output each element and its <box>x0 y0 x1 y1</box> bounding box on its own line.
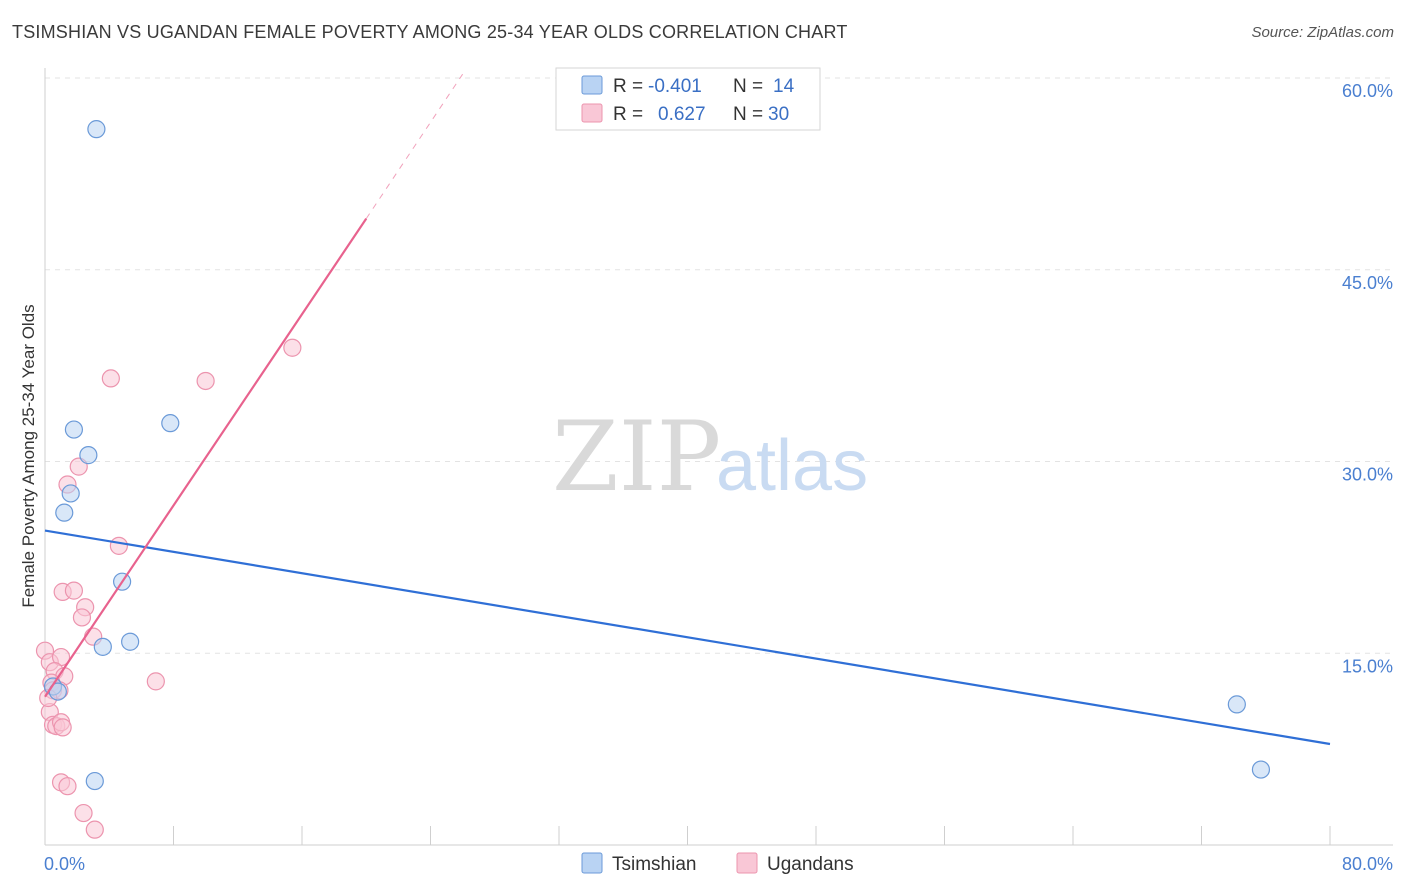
legend-swatch-ugandans <box>581 103 603 123</box>
ugandans-point <box>64 581 84 600</box>
y-tick-label: 60.0% <box>1342 81 1393 101</box>
ugandans-trend-extension <box>365 73 464 219</box>
x-axis-ticks <box>173 826 1331 845</box>
ugandans-point <box>53 718 72 737</box>
legend-r-label-2: R = <box>613 104 643 125</box>
tsimshian-point <box>85 771 104 791</box>
tsimshian-point <box>79 446 98 465</box>
tsimshian-point <box>1251 760 1271 779</box>
y-tick-label: 45.0% <box>1342 273 1393 293</box>
series-legend-label-tsimshian: Tsimshian <box>612 854 696 875</box>
ugandans-points <box>35 338 302 839</box>
tsimshian-point <box>93 637 112 656</box>
tsimshian-point <box>161 414 180 433</box>
source-credit: Source: ZipAtlas.com <box>1251 24 1394 41</box>
stats-legend: R = -0.401 N = 14 R = 0.627 N = 30 <box>555 67 821 131</box>
watermark-zip: ZIP <box>552 401 721 513</box>
legend-n-value-2: 30 <box>768 104 789 125</box>
tsimshian-point <box>121 632 140 651</box>
y-axis-label: Female Poverty Among 25-34 Year Olds <box>19 304 38 607</box>
ugandans-point <box>146 672 165 691</box>
trend-lines <box>44 73 1331 746</box>
ugandans-point <box>101 369 120 388</box>
legend-n-value-1: 14 <box>773 76 795 97</box>
ugandans-point <box>283 338 302 357</box>
chart-title: TSIMSHIAN VS UGANDAN FEMALE POVERTY AMON… <box>12 22 848 42</box>
legend-r-value-2: 0.627 <box>658 104 706 125</box>
watermark-atlas: atlas <box>716 426 868 506</box>
legend-n-label-1: N = <box>733 76 763 97</box>
x-tick-label-min: 0.0% <box>44 854 85 874</box>
legend-swatch-tsimshian <box>581 75 603 95</box>
tsimshian-point <box>64 420 84 439</box>
ugandans-point <box>72 608 92 627</box>
ugandans-point <box>74 803 93 823</box>
ugandans-trend-line <box>44 218 368 698</box>
tsimshian-point <box>55 503 74 522</box>
watermark: ZIP atlas <box>552 401 868 513</box>
ugandans-point <box>109 536 128 555</box>
grid-lines <box>45 77 1393 654</box>
tsimshian-point <box>87 120 106 139</box>
legend-r-label-1: R = <box>613 76 643 97</box>
y-tick-label: 30.0% <box>1342 465 1393 485</box>
tsimshian-trend-line <box>44 529 1331 746</box>
series-legend-swatch-ugandans <box>736 852 758 874</box>
y-axis-tick-labels: 15.0% 30.0% 45.0% 60.0% <box>1342 81 1393 676</box>
legend-r-value-1: -0.401 <box>648 76 702 97</box>
y-tick-label: 15.0% <box>1342 656 1393 676</box>
series-legend-swatch-tsimshian <box>581 852 603 874</box>
tsimshian-point <box>1227 695 1246 714</box>
x-tick-label-max: 80.0% <box>1342 854 1393 874</box>
ugandans-point <box>85 820 104 839</box>
tsimshian-point <box>61 484 80 503</box>
series-legend: Tsimshian Ugandans <box>581 852 854 875</box>
legend-n-label-2: N = <box>733 104 763 125</box>
ugandans-point <box>196 371 215 391</box>
series-legend-label-ugandans: Ugandans <box>767 854 854 875</box>
ugandans-point <box>58 777 77 796</box>
